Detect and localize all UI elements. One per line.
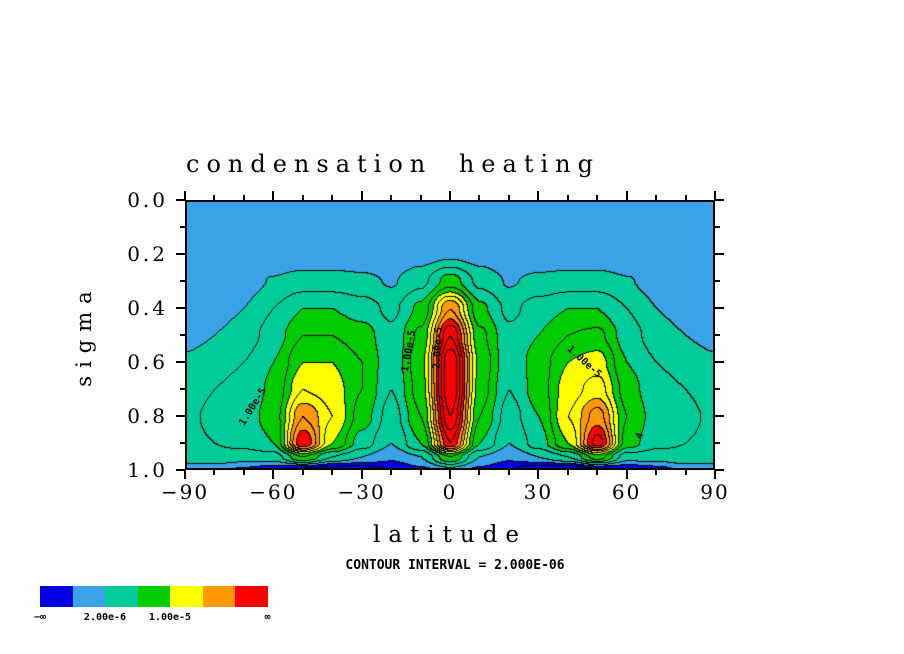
- axis-tick: [213, 470, 216, 475]
- axis-tick: [331, 470, 334, 475]
- contour-interval-note: CONTOUR INTERVAL = 2.000E-06: [345, 558, 565, 573]
- axis-tick: [449, 191, 451, 200]
- axis-tick: [180, 226, 185, 228]
- legend-color-swatch: [105, 586, 138, 607]
- x-tick-label: −60: [249, 480, 298, 504]
- axis-tick: [272, 191, 275, 200]
- legend-label: ∞: [264, 612, 271, 623]
- x-axis-label: latitude: [372, 522, 528, 548]
- axis-tick: [566, 470, 569, 475]
- filled-contour-plot: [185, 200, 715, 470]
- axis-tick: [176, 307, 185, 309]
- x-tick-label: −30: [337, 480, 386, 504]
- axis-tick: [625, 470, 628, 479]
- y-tick-label: 0.2: [127, 242, 168, 266]
- legend-color-swatch: [202, 586, 235, 607]
- axis-tick: [176, 253, 185, 255]
- axis-tick: [390, 470, 393, 475]
- axis-tick: [180, 388, 185, 390]
- axis-tick: [537, 470, 540, 479]
- axis-tick: [715, 199, 724, 201]
- x-tick-label: −90: [160, 480, 210, 504]
- axis-tick: [419, 470, 422, 475]
- axis-tick: [596, 195, 599, 200]
- legend-color-swatch: [72, 586, 105, 607]
- axis-tick: [715, 307, 724, 309]
- legend-label: 2.00e-6: [83, 612, 127, 623]
- axis-tick: [715, 415, 724, 417]
- axis-tick: [360, 470, 363, 479]
- axis-tick: [176, 469, 185, 471]
- axis-tick: [715, 226, 720, 228]
- y-axis-label: sigma: [72, 283, 96, 387]
- axis-tick: [301, 470, 304, 475]
- axis-tick: [537, 191, 540, 200]
- axis-tick: [625, 191, 628, 200]
- axis-tick: [566, 195, 569, 200]
- axis-tick: [655, 470, 658, 475]
- y-tick-label: 0.6: [127, 350, 168, 374]
- legend-color-swatch: [137, 586, 170, 607]
- legend-color-swatch: [170, 586, 203, 607]
- axis-tick: [180, 334, 185, 336]
- axis-tick: [715, 334, 720, 336]
- axis-tick: [213, 195, 216, 200]
- legend-label: −∞: [33, 612, 47, 623]
- axis-tick: [242, 195, 245, 200]
- axis-tick: [715, 253, 724, 255]
- axis-tick: [684, 195, 687, 200]
- axis-tick: [419, 195, 422, 200]
- axis-tick: [715, 361, 724, 363]
- axis-tick: [390, 195, 393, 200]
- chart-title: condensation heating: [186, 150, 600, 178]
- x-tick-label: 90: [700, 480, 730, 504]
- legend-color-swatch: [40, 586, 73, 607]
- axis-tick: [184, 191, 186, 200]
- axis-tick: [272, 470, 275, 479]
- axis-tick: [714, 191, 716, 200]
- axis-tick: [684, 470, 687, 475]
- axis-tick: [242, 470, 245, 475]
- axis-tick: [715, 442, 720, 444]
- axis-tick: [714, 470, 716, 479]
- axis-tick: [176, 415, 185, 417]
- y-tick-label: 0.4: [127, 296, 168, 320]
- y-tick-label: 1.0: [127, 458, 168, 482]
- y-tick-label: 0.0: [127, 188, 168, 212]
- axis-tick: [478, 470, 481, 475]
- axis-tick: [449, 470, 451, 479]
- axis-tick: [507, 470, 510, 475]
- axis-tick: [596, 470, 599, 475]
- axis-tick: [715, 388, 720, 390]
- contour-value-label: 2.00e-5: [431, 326, 445, 370]
- legend-color-swatch: [235, 586, 268, 607]
- x-tick-label: 0: [442, 480, 458, 504]
- axis-tick: [176, 361, 185, 363]
- axis-tick: [507, 195, 510, 200]
- axis-tick: [331, 195, 334, 200]
- x-tick-label: 60: [611, 480, 642, 504]
- axis-tick: [715, 280, 720, 282]
- legend-label: 1.00e-5: [148, 612, 192, 623]
- axis-tick: [715, 469, 724, 471]
- axis-tick: [360, 191, 363, 200]
- axis-tick: [655, 195, 658, 200]
- axis-tick: [478, 195, 481, 200]
- axis-tick: [184, 470, 186, 479]
- axis-tick: [180, 442, 185, 444]
- y-tick-label: 0.8: [127, 404, 168, 428]
- x-tick-label: 30: [523, 480, 554, 504]
- axis-tick: [301, 195, 304, 200]
- axis-tick: [176, 199, 185, 201]
- axis-tick: [180, 280, 185, 282]
